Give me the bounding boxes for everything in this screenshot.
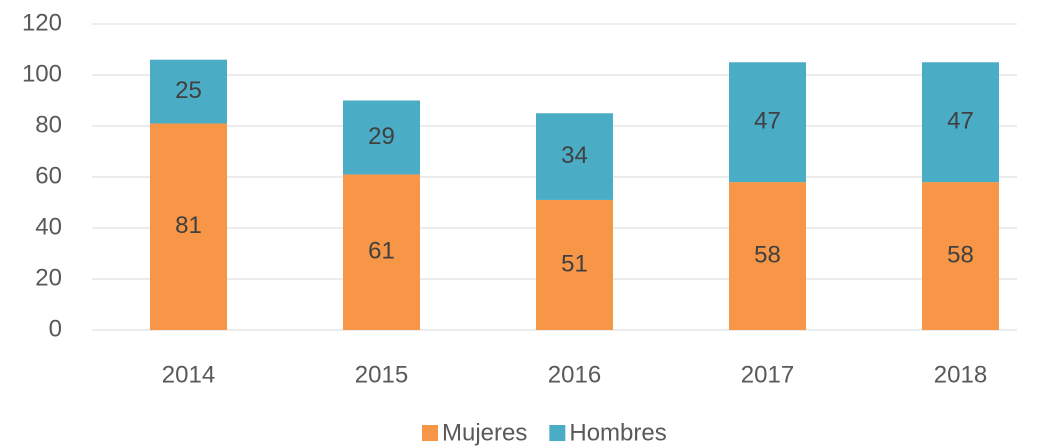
y-tick-label: 0 (49, 315, 62, 342)
legend-label: Hombres (569, 419, 666, 446)
bar-segment (922, 182, 999, 330)
data-label: 47 (947, 108, 974, 135)
bar-segment (343, 174, 420, 330)
bar-segment (922, 62, 999, 183)
bar-segment (729, 182, 806, 330)
y-tick-label: 100 (22, 60, 62, 87)
data-label: 61 (368, 238, 395, 265)
y-tick-label: 40 (35, 213, 62, 240)
data-label: 29 (368, 123, 395, 150)
bar-segment (536, 113, 613, 200)
y-tick-label: 80 (35, 111, 62, 138)
legend-label: Mujeres (442, 419, 527, 446)
x-tick-label: 2014 (162, 361, 215, 388)
data-label: 51 (561, 250, 588, 277)
bar-segment (343, 100, 420, 175)
x-tick-label: 2017 (741, 361, 794, 388)
y-tick-label: 60 (35, 162, 62, 189)
data-label: 81 (175, 212, 202, 239)
legend-swatch (422, 425, 438, 441)
y-tick-label: 120 (22, 9, 62, 36)
data-label: 34 (561, 142, 588, 169)
data-label: 25 (175, 77, 202, 104)
x-tick-label: 2018 (934, 361, 987, 388)
data-label: 47 (754, 108, 781, 135)
legend-swatch (549, 425, 566, 441)
y-tick-label: 20 (35, 264, 62, 291)
bar-segment (150, 123, 227, 330)
x-tick-label: 2016 (548, 361, 601, 388)
bar-segment (150, 59, 227, 124)
data-label: 58 (754, 241, 781, 268)
x-tick-label: 2015 (355, 361, 408, 388)
data-label: 58 (947, 241, 974, 268)
bar-segment (536, 199, 613, 330)
bar-segment (729, 62, 806, 183)
